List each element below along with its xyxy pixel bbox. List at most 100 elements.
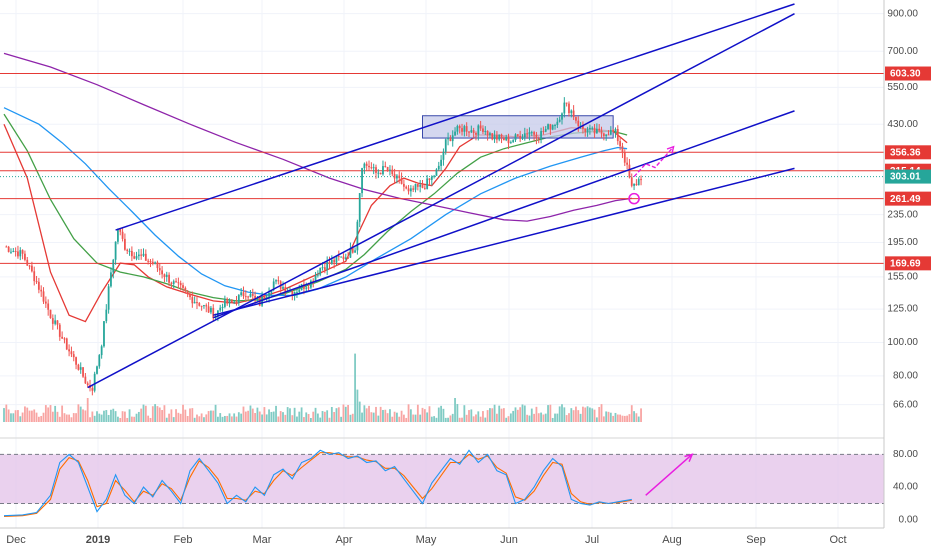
current-price-tag-bg (885, 169, 931, 184)
volume-bar (196, 414, 198, 422)
volume-bar (416, 404, 419, 422)
candle-body (93, 373, 96, 391)
candle-body (151, 261, 154, 264)
candle-body (282, 286, 284, 289)
volume-bar (316, 413, 319, 422)
volume-bar (535, 406, 538, 422)
volume-bar (609, 412, 612, 422)
volume-bar (114, 411, 117, 422)
price-tick-label: 100.00 (887, 337, 918, 348)
volume-bar (565, 415, 568, 422)
candle-body (105, 309, 108, 322)
volume-bar (349, 414, 352, 422)
candle-body (291, 290, 294, 297)
volume-bar (35, 412, 38, 422)
volume-bar (110, 409, 112, 422)
volume-bar (556, 413, 559, 422)
volume-bar (563, 407, 566, 422)
volume-bar (542, 414, 545, 422)
candle-body (489, 133, 491, 136)
volume-bar (403, 414, 405, 422)
candle-body (370, 167, 373, 169)
volume-bar (10, 413, 12, 422)
volume-bar (119, 417, 122, 422)
candle-body (172, 281, 175, 284)
candle-body (144, 253, 147, 261)
candle-body (156, 262, 159, 269)
volume-bar (84, 410, 87, 422)
volume-bar (65, 414, 68, 422)
candle-body (170, 282, 173, 284)
candle-body (547, 124, 549, 130)
volume-bar (465, 414, 468, 422)
price-axis[interactable]: 900.00 700.00 550.00 430.00 235.00 195.00 155.… (885, 8, 931, 525)
volume-bar (179, 413, 182, 422)
volume-bar (14, 410, 17, 422)
volume-bar (405, 417, 408, 422)
volume-bar (247, 410, 250, 422)
volume-bar (412, 414, 415, 422)
volume-bar (24, 406, 26, 422)
candle-body (630, 177, 633, 186)
volume-bar (500, 408, 503, 422)
candle-body (486, 131, 489, 136)
volume-bar (282, 412, 284, 422)
candle-body (147, 260, 150, 262)
volume-bar (63, 413, 66, 422)
candle-body (342, 256, 345, 260)
candle-body (535, 134, 538, 139)
volume-bar (284, 414, 287, 422)
volume-bar (514, 407, 517, 422)
candle-body (303, 284, 305, 289)
volume-bar (326, 410, 329, 422)
candle-body (505, 136, 508, 141)
trendline (213, 167, 795, 316)
candle-body (219, 307, 222, 311)
volume-bar (175, 409, 177, 422)
candle-body (565, 102, 568, 104)
candle-body (33, 271, 36, 282)
volume-bar (428, 406, 431, 422)
candle-body (554, 124, 556, 126)
candle-body (544, 129, 547, 132)
candle-body (307, 287, 310, 289)
level-tag-bg (885, 191, 931, 206)
volume-bar (595, 417, 598, 422)
candle-body (82, 367, 84, 377)
time-axis[interactable]: Dec 2019 Feb Mar Apr May Jun Jul Aug Sep Oct (6, 534, 846, 546)
volume-bar (570, 408, 573, 422)
volume-bar (172, 417, 175, 422)
candle-body (496, 135, 498, 140)
candle-body (284, 286, 287, 293)
volume-bar (42, 412, 45, 422)
candle-body (349, 247, 352, 258)
candle-body (607, 134, 610, 136)
candle-body (179, 283, 182, 286)
candle-body (512, 140, 515, 143)
time-tick-label: Aug (662, 534, 682, 546)
volume-bar (454, 398, 456, 422)
support-touch-circle (628, 192, 640, 205)
candle-body (230, 299, 233, 303)
volume-bar (342, 404, 345, 422)
candle-body (463, 126, 466, 132)
volume-bar (558, 406, 561, 422)
volume-bar (237, 412, 240, 422)
candle-body (100, 346, 103, 356)
candle-body (56, 320, 59, 325)
candle-body (526, 133, 529, 135)
volume-bar (496, 413, 498, 422)
price-tick-label: 155.00 (887, 272, 918, 283)
volume-bar (235, 416, 238, 422)
volume-bar (303, 417, 305, 422)
volume-bar (154, 404, 157, 422)
candle-body (103, 321, 105, 347)
volume-bar (528, 415, 531, 422)
candle-body (212, 307, 215, 319)
candle-body (223, 298, 226, 307)
candle-body (263, 296, 266, 300)
forecast-path (633, 146, 675, 178)
time-tick-label: 2019 (86, 534, 110, 546)
volume-bar (509, 413, 512, 422)
